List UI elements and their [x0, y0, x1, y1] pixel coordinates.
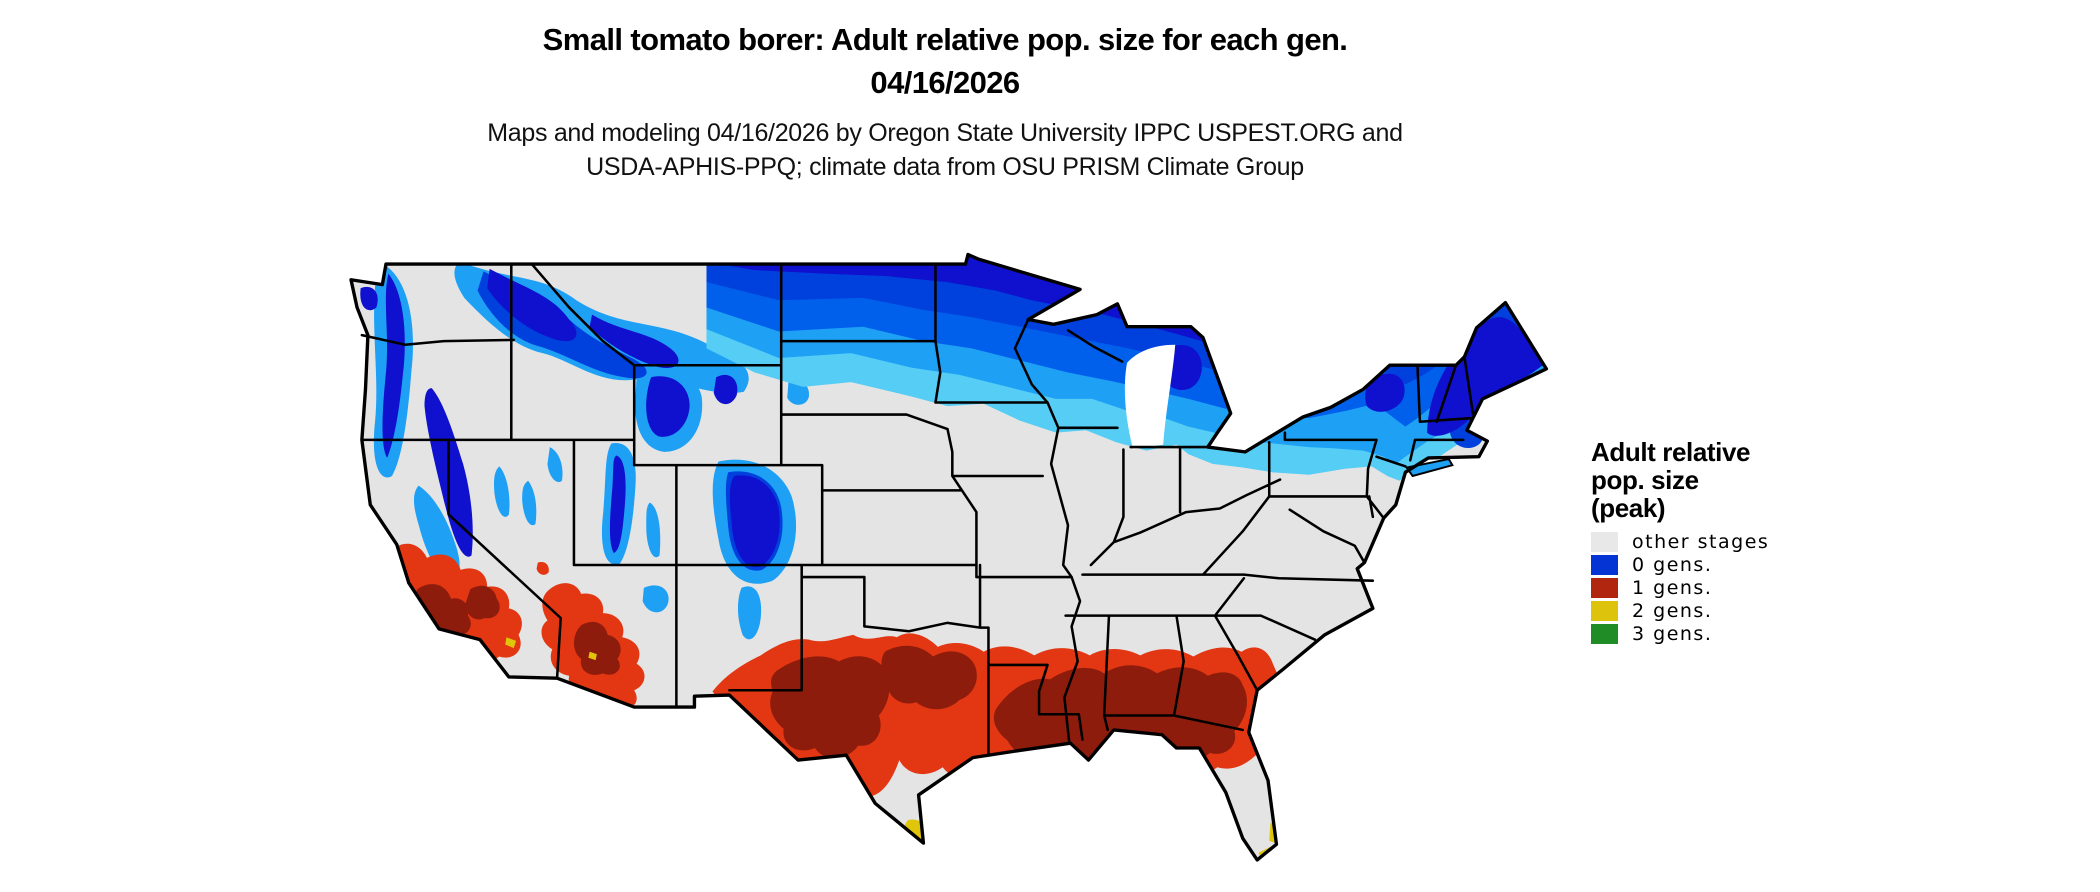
legend-item-label: 2 gens. [1632, 600, 1713, 622]
legend-items: other stages 0 gens. 1 gens. 2 gens. 3 g… [1591, 531, 1891, 645]
legend-item-3-gens: 3 gens. [1591, 623, 1891, 645]
legend-title-line2: pop. size [1591, 465, 1699, 495]
page-title: Small tomato borer: Adult relative pop. … [0, 18, 1890, 104]
legend-item-label: 1 gens. [1632, 577, 1713, 599]
legend-swatch-0-gens-icon [1591, 555, 1618, 575]
map-legend: Adult relative pop. size (peak) other st… [1591, 438, 1891, 647]
lake-michigan [1124, 344, 1176, 450]
legend-title-line3: (peak) [1591, 493, 1666, 523]
legend-swatch-1-gens-icon [1591, 578, 1618, 598]
legend-item-label: 3 gens. [1632, 623, 1713, 645]
legend-item-2-gens: 2 gens. [1591, 600, 1891, 622]
page-title-line1: Small tomato borer: Adult relative pop. … [542, 22, 1348, 57]
legend-title: Adult relative pop. size (peak) [1591, 438, 1891, 522]
us-pest-map [345, 228, 1550, 878]
legend-title-line1: Adult relative [1591, 437, 1751, 467]
legend-swatch-other-stages-icon [1591, 532, 1618, 552]
legend-item-other-stages: other stages [1591, 531, 1891, 553]
page-subtitle-line2: USDA-APHIS-PPQ; climate data from OSU PR… [586, 153, 1304, 181]
legend-swatch-2-gens-icon [1591, 601, 1618, 621]
legend-item-0-gens: 0 gens. [1591, 554, 1891, 576]
legend-item-label: other stages [1632, 531, 1770, 553]
legend-swatch-3-gens-icon [1591, 624, 1618, 644]
state-borders [360, 262, 1475, 757]
page-subtitle: Maps and modeling 04/16/2026 by Oregon S… [0, 116, 1890, 184]
page-title-date: 04/16/2026 [870, 65, 1020, 100]
page-subtitle-line1: Maps and modeling 04/16/2026 by Oregon S… [487, 119, 1403, 147]
legend-item-label: 0 gens. [1632, 554, 1713, 576]
long-island [1404, 458, 1454, 478]
us-map-svg [349, 252, 1549, 862]
legend-item-1-gens: 1 gens. [1591, 577, 1891, 599]
